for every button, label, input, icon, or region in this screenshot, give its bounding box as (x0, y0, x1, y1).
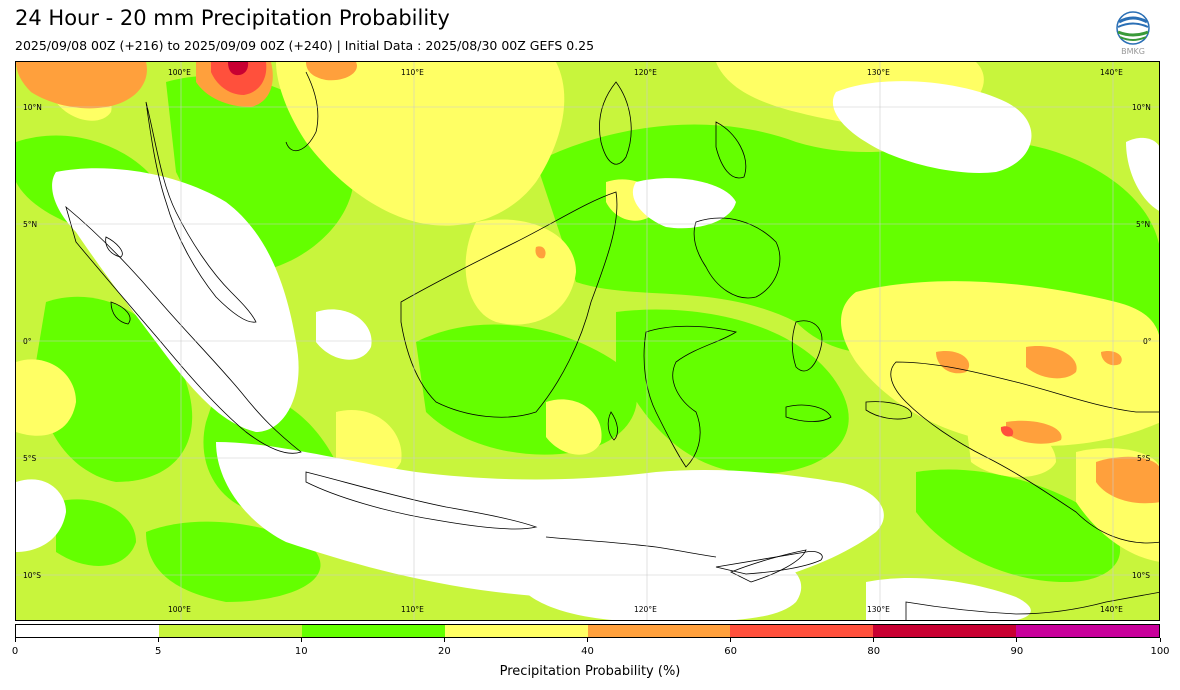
colorbar-tick-mark (443, 638, 445, 642)
lon-label-bottom: 110°E (401, 605, 424, 614)
colorbar-tick-mark (1016, 638, 1018, 642)
prob-0-5-zones (16, 81, 1159, 620)
lat-label-left: 5°N (23, 220, 38, 229)
colorbar-tick-label: 80 (867, 646, 881, 657)
colorbar-tick-mark (873, 638, 875, 642)
colorbar-tick-label: 40 (581, 646, 594, 657)
colorbar-tick-label: 100 (1150, 646, 1170, 657)
colorbar-segment (301, 625, 445, 637)
gridlines (16, 62, 1159, 620)
chart-title: 24 Hour - 20 mm Precipitation Probabilit… (15, 6, 450, 30)
lon-label-bottom: 130°E (867, 605, 890, 614)
lat-label-left: 0° (23, 337, 32, 346)
colorbar-segment (730, 625, 874, 637)
lat-label-right: 10°S (1132, 571, 1151, 580)
lon-label-top: 140°E (1100, 68, 1123, 77)
colorbar-segment (16, 625, 159, 637)
precipitation-map: 100°E 110°E 120°E 130°E 140°E 100°E 110°… (15, 61, 1160, 621)
colorbar-segment (587, 625, 731, 637)
lon-label-top: 100°E (168, 68, 191, 77)
lat-label-right: 5°S (1137, 454, 1151, 463)
lat-label-right: 5°N (1136, 220, 1151, 229)
colorbar-segment (1016, 625, 1159, 637)
logo-text: BMKG (1121, 47, 1145, 56)
lat-label-right: 0° (1143, 337, 1152, 346)
colorbar-tick-mark (587, 638, 588, 642)
colorbar-segment (444, 625, 588, 637)
colorbar-tick-mark (730, 638, 732, 642)
lon-label-bottom: 140°E (1100, 605, 1123, 614)
colorbar-tick-mark (1159, 638, 1161, 642)
lon-label-top: 110°E (401, 68, 424, 77)
lon-label-bottom: 100°E (168, 605, 191, 614)
colorbar-label: Precipitation Probability (%) (499, 664, 681, 679)
bmkg-logo-icon: BMKG (1112, 10, 1154, 56)
lat-label-left: 5°S (23, 454, 37, 463)
colorbar-tick-label: 0 (11, 646, 19, 657)
colorbar-tick-mark (14, 638, 16, 642)
colorbar-tick-label: 60 (724, 646, 737, 657)
colorbar-segment (158, 625, 302, 637)
colorbar (15, 624, 1160, 638)
colorbar-tick-label: 5 (154, 646, 162, 657)
prob-20-40-zones (16, 62, 1159, 562)
lat-label-left: 10°N (23, 103, 42, 112)
prob-80-90-zones (228, 62, 249, 76)
lon-label-top: 130°E (867, 68, 890, 77)
colorbar-segment (873, 625, 1017, 637)
chart-subtitle: 2025/09/08 00Z (+216) to 2025/09/09 00Z … (15, 38, 595, 53)
map-canvas (16, 62, 1159, 620)
colorbar-tick-label: 90 (1010, 646, 1024, 657)
coastlines (65, 71, 1159, 620)
prob-60-80-zones (211, 62, 1014, 437)
lat-label-right: 10°N (1132, 103, 1151, 112)
colorbar-tick-label: 10 (294, 646, 308, 657)
lat-label-left: 10°S (23, 571, 42, 580)
lon-label-bottom: 120°E (634, 605, 657, 614)
lon-label-top: 120°E (634, 68, 657, 77)
colorbar-tick-label: 20 (438, 646, 451, 657)
colorbar-tick-mark (157, 638, 159, 642)
colorbar-tick-mark (300, 638, 302, 642)
